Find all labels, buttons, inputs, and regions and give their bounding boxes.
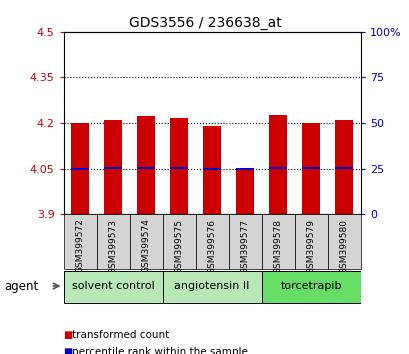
- Bar: [261, 271, 360, 303]
- Bar: [228, 214, 261, 269]
- Text: solvent control: solvent control: [72, 281, 154, 291]
- Text: angiotensin II: angiotensin II: [174, 281, 249, 291]
- Bar: [268, 167, 287, 169]
- Bar: [137, 116, 155, 214]
- Bar: [170, 119, 188, 214]
- Bar: [195, 214, 228, 269]
- Bar: [301, 123, 319, 214]
- Bar: [170, 167, 188, 169]
- Bar: [71, 123, 89, 214]
- Bar: [236, 168, 254, 170]
- Text: transformed count: transformed count: [72, 330, 169, 339]
- Bar: [294, 214, 327, 269]
- Bar: [268, 114, 287, 214]
- Text: GSM399572: GSM399572: [75, 218, 84, 273]
- Bar: [71, 168, 89, 170]
- Bar: [202, 126, 221, 214]
- Bar: [335, 120, 353, 214]
- Text: GSM399579: GSM399579: [306, 218, 315, 274]
- Text: torcetrapib: torcetrapib: [280, 281, 341, 291]
- Text: agent: agent: [4, 280, 38, 292]
- Bar: [202, 168, 221, 170]
- Bar: [63, 271, 162, 303]
- Text: GSM399578: GSM399578: [273, 218, 282, 274]
- Text: GSM399577: GSM399577: [240, 218, 249, 274]
- Text: GSM399573: GSM399573: [108, 218, 117, 274]
- Bar: [335, 167, 353, 169]
- Text: ■: ■: [63, 347, 73, 354]
- Bar: [97, 214, 129, 269]
- Bar: [327, 214, 360, 269]
- Text: GSM399575: GSM399575: [174, 218, 183, 274]
- Text: GDS3556 / 236638_at: GDS3556 / 236638_at: [128, 16, 281, 30]
- Bar: [63, 214, 97, 269]
- Bar: [137, 167, 155, 169]
- Text: percentile rank within the sample: percentile rank within the sample: [72, 347, 247, 354]
- Bar: [301, 167, 319, 169]
- Bar: [104, 120, 122, 214]
- Text: GSM399576: GSM399576: [207, 218, 216, 274]
- Text: GSM399580: GSM399580: [339, 218, 348, 274]
- Text: ■: ■: [63, 330, 73, 339]
- Bar: [236, 168, 254, 214]
- Bar: [129, 214, 162, 269]
- Bar: [104, 167, 122, 169]
- Bar: [162, 271, 261, 303]
- Bar: [162, 214, 195, 269]
- Text: GSM399574: GSM399574: [141, 218, 150, 273]
- Bar: [261, 214, 294, 269]
